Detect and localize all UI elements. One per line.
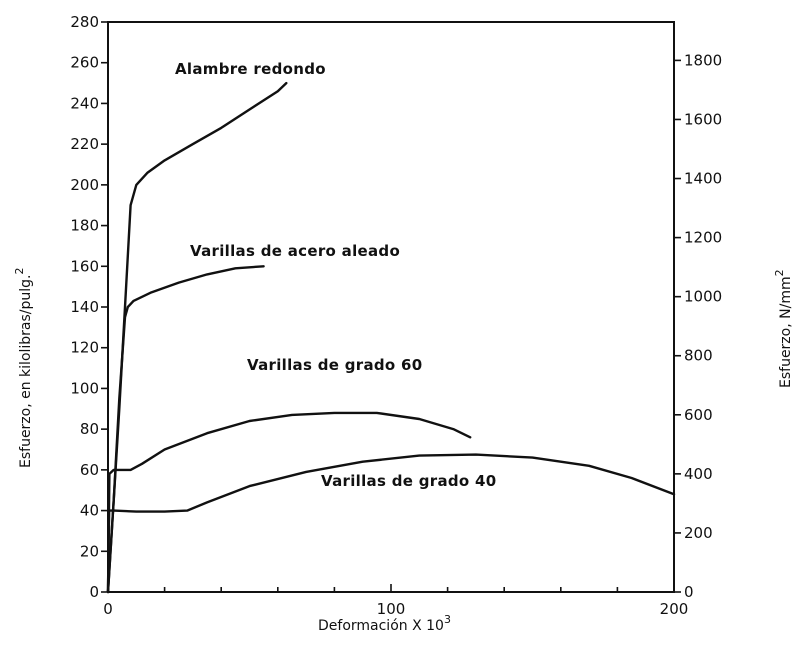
left-y-tick-label: 200	[70, 176, 99, 194]
right-y-tick-label: 800	[684, 347, 713, 365]
right-y-tick-label: 600	[684, 406, 713, 424]
right-y-tick-label: 0	[684, 583, 694, 601]
x-axis-title: Deformación X 103	[318, 613, 451, 634]
x-tick-label: 200	[660, 600, 689, 618]
left-y-tick-label: 0	[89, 583, 99, 601]
series-curves	[106, 81, 676, 594]
right-y-tick-label: 1600	[684, 110, 722, 128]
x-axis-title-text: Deformación X 10	[318, 618, 444, 634]
series-line-varillas-de-acero-aleado	[106, 265, 265, 594]
right-y-axis-title-exponent: 2	[773, 269, 786, 276]
x-axis-title-exponent: 3	[444, 613, 451, 626]
x-tick-label: 100	[377, 600, 406, 618]
right-y-tick-label: 1800	[684, 51, 722, 69]
series-label-alambre-redondo: Alambre redondo	[175, 60, 326, 78]
left-y-tick-label: 120	[70, 339, 99, 357]
right-y-tick-label: 400	[684, 465, 713, 483]
left-y-axis-title: Esfuerzo, en kilolibras/pulg.2	[13, 267, 34, 468]
left-y-tick-label: 160	[70, 257, 99, 275]
right-y-tick-label: 200	[684, 524, 713, 542]
series-line-alambre-redondo	[106, 81, 288, 594]
series-label-varillas-grado-60: Varillas de grado 60	[247, 356, 423, 374]
left-y-axis-title-exponent: 2	[13, 267, 26, 274]
left-y-tick-label: 260	[70, 54, 99, 72]
right-y-tick-label: 1000	[684, 288, 722, 306]
series-line-varillas-de-grado-40	[106, 453, 676, 594]
left-y-tick-label: 80	[80, 420, 99, 438]
left-y-tick-label: 60	[80, 461, 99, 479]
left-y-axis-title-text: Esfuerzo, en kilolibras/pulg.	[18, 274, 34, 468]
right-y-axis-title: Esfuerzo, N/mm2	[773, 269, 794, 388]
series-label-varillas-grado-40: Varillas de grado 40	[321, 472, 497, 490]
x-tick-label: 0	[103, 600, 113, 618]
right-y-tick-label: 1200	[684, 229, 722, 247]
left-y-tick-label: 180	[70, 217, 99, 235]
x-axis-ticks: 0 100 200	[103, 584, 688, 618]
left-y-tick-label: 140	[70, 298, 99, 316]
right-y-axis-title-text: Esfuerzo, N/mm	[778, 276, 794, 388]
series-label-varillas-acero-aleado: Varillas de acero aleado	[190, 242, 400, 260]
series-line-varillas-de-grado-60	[106, 411, 472, 594]
plot-frame	[107, 21, 675, 593]
left-y-tick-label: 280	[70, 13, 99, 31]
left-y-tick-label: 100	[70, 379, 99, 397]
left-y-tick-label: 20	[80, 542, 99, 560]
right-y-tick-label: 1400	[684, 170, 722, 188]
right-y-axis-ticks: 0 200 400 600 800 1000 1200 1400 1600 1800	[674, 51, 722, 601]
left-y-tick-label: 40	[80, 502, 99, 520]
left-y-tick-label: 240	[70, 94, 99, 112]
left-y-axis-ticks: 0 20 40 60 80 100 120 140 160 180 200 220 240 260 280	[70, 13, 108, 601]
left-y-tick-label: 220	[70, 135, 99, 153]
